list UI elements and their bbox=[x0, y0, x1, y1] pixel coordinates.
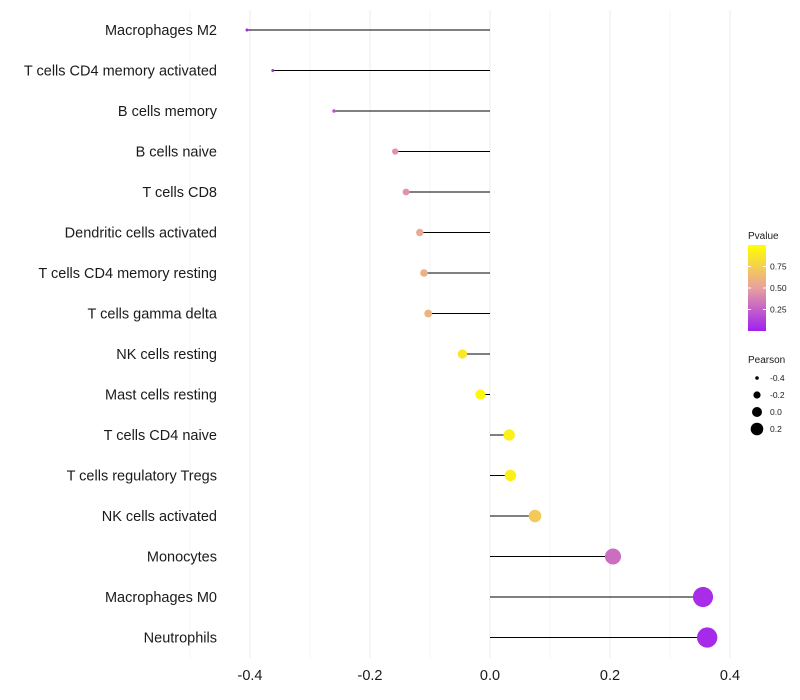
lollipop-point bbox=[503, 429, 515, 441]
x-tick-label: -0.2 bbox=[358, 668, 383, 684]
lollipop-point bbox=[271, 69, 275, 72]
lollipop-point bbox=[392, 148, 399, 155]
x-axis-tick-labels: -0.4 -0.2 0.0 0.2 0.4 bbox=[238, 668, 741, 684]
lollipop-point bbox=[504, 469, 517, 482]
colorbar-tick-label: 0.75 bbox=[770, 262, 787, 272]
lollipop-point bbox=[424, 309, 433, 318]
category-label: T cells CD4 naive bbox=[104, 428, 217, 444]
x-tick-label: 0.2 bbox=[600, 668, 620, 684]
category-label: Macrophages M0 bbox=[105, 590, 217, 606]
lollipop-points bbox=[245, 28, 718, 648]
colorbar-tick-label: 0.50 bbox=[770, 283, 787, 293]
pearson-size-key bbox=[750, 422, 764, 436]
y-axis-category-labels: Macrophages M2 T cells CD4 memory activat… bbox=[24, 23, 218, 647]
x-tick-label: -0.4 bbox=[238, 668, 263, 684]
lollipop-point bbox=[697, 627, 718, 648]
category-label: NK cells activated bbox=[102, 509, 217, 525]
pearson-size-label: 0.2 bbox=[770, 424, 782, 434]
lollipop-point bbox=[416, 228, 424, 237]
pearson-size-label: -0.2 bbox=[770, 390, 785, 400]
lollipop-point bbox=[245, 28, 249, 32]
category-label: Dendritic cells activated bbox=[65, 226, 217, 242]
category-label: Macrophages M2 bbox=[105, 23, 217, 39]
category-label: B cells memory bbox=[118, 104, 218, 120]
grid-lines bbox=[189, 10, 731, 658]
pearson-size-key bbox=[753, 391, 761, 399]
category-label: T cells gamma delta bbox=[88, 307, 218, 323]
pearson-legend: Pearson -0.4 -0.2 0.0 0.2 bbox=[748, 355, 785, 436]
pearson-size-key bbox=[755, 376, 759, 380]
pearson-size-key bbox=[752, 407, 762, 417]
pvalue-legend-title: Pvalue bbox=[748, 231, 779, 242]
category-label: T cells CD4 memory activated bbox=[24, 64, 217, 80]
pvalue-legend: Pvalue 0.25 0.50 0.75 bbox=[748, 231, 787, 331]
colorbar-tick-label: 0.25 bbox=[770, 305, 787, 315]
category-label: T cells CD4 memory resting bbox=[38, 266, 217, 282]
pearson-size-label: -0.4 bbox=[770, 373, 785, 383]
x-tick-label: 0.0 bbox=[480, 668, 500, 684]
category-label: T cells CD8 bbox=[142, 185, 217, 201]
lollipop-point bbox=[528, 509, 542, 523]
lollipop-stems bbox=[247, 29, 708, 638]
category-label: B cells naive bbox=[136, 145, 217, 161]
pearson-legend-title: Pearson bbox=[748, 355, 785, 366]
pearson-size-label: 0.0 bbox=[770, 407, 782, 417]
lollipop-point bbox=[475, 389, 486, 400]
lollipop-point bbox=[692, 586, 714, 608]
category-label: Mast cells resting bbox=[105, 388, 217, 404]
lollipop-point bbox=[402, 188, 410, 196]
category-label: Neutrophils bbox=[144, 631, 217, 647]
lollipop-point bbox=[457, 349, 468, 359]
category-label: Monocytes bbox=[147, 550, 217, 566]
lollipop-point bbox=[604, 548, 622, 565]
x-tick-label: 0.4 bbox=[720, 668, 740, 684]
pvalue-colorbar bbox=[748, 245, 766, 331]
category-label: T cells regulatory Tregs bbox=[67, 469, 217, 485]
lollipop-point bbox=[420, 269, 428, 277]
category-label: NK cells resting bbox=[116, 347, 217, 363]
lollipop-point bbox=[332, 109, 336, 113]
